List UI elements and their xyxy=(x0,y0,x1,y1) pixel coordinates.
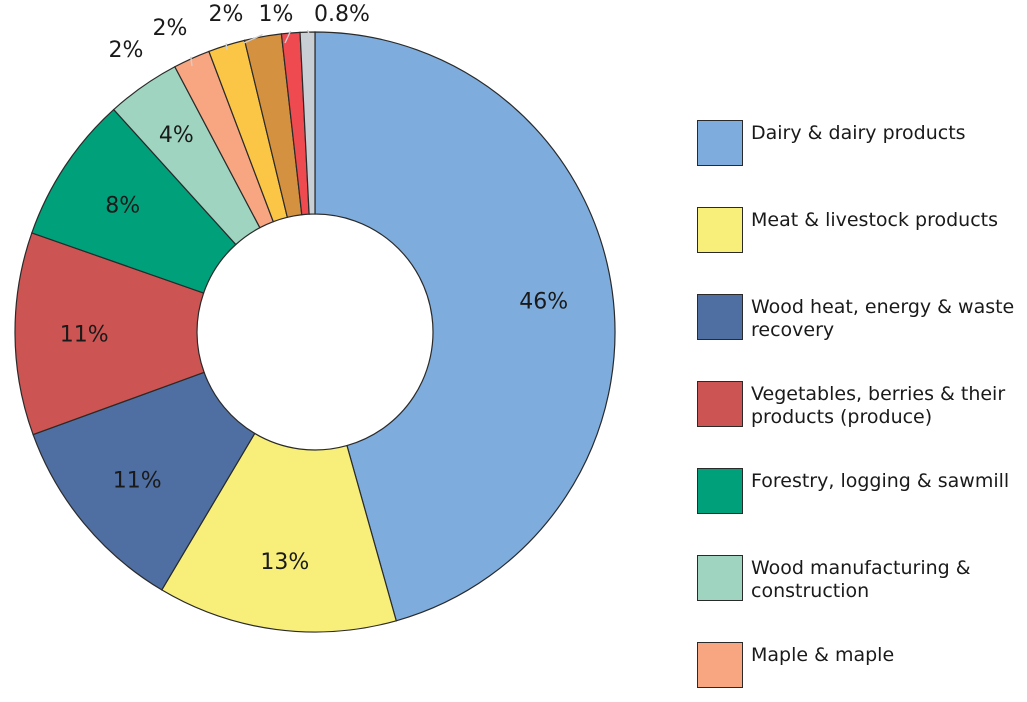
legend-item: Vegetables, berries & their products (pr… xyxy=(697,381,1027,441)
legend-swatch xyxy=(697,381,743,427)
legend-label: Forestry, logging & sawmill xyxy=(751,470,1010,492)
pie-slice-11 xyxy=(299,31,316,215)
donut-chart: 46% 13% 11% 11% 8% 4% 2% 2% 2% 1% 0.8% xyxy=(14,2,616,633)
legend-item: Forestry, logging & sawmill xyxy=(697,468,1027,528)
legend-swatch xyxy=(697,555,743,601)
data-label-7: 2% xyxy=(109,38,144,63)
data-label-10: 1% xyxy=(259,2,294,27)
legend-label: Wood manufacturing & construction xyxy=(751,557,971,602)
data-label-1: 46% xyxy=(519,289,568,314)
legend-swatch xyxy=(697,294,743,340)
legend-label: Wood heat, energy & waste recovery xyxy=(751,296,1015,341)
data-label-9: 2% xyxy=(209,2,244,27)
pie-slice-1 xyxy=(314,31,616,622)
legend-item: Meat & livestock products xyxy=(697,207,1027,267)
data-label-8: 2% xyxy=(153,16,188,41)
leader-line-7 xyxy=(190,56,193,67)
pie-slice-2 xyxy=(160,432,397,633)
legend-label: Dairy & dairy products xyxy=(751,122,966,144)
legend-item: Wood manufacturing & construction xyxy=(697,555,1027,615)
data-label-3: 11% xyxy=(113,468,162,493)
data-label-2: 13% xyxy=(260,550,309,575)
leader-line-11 xyxy=(306,29,314,44)
legend-label: Vegetables, berries & their products (pr… xyxy=(751,383,1006,428)
legend-item: Wood heat, energy & waste recovery xyxy=(697,294,1027,354)
data-label-11: 0.8% xyxy=(314,2,370,27)
leader-line-8 xyxy=(225,43,228,51)
legend-item: Dairy & dairy products xyxy=(697,120,1027,180)
data-label-6: 4% xyxy=(159,123,194,148)
legend-label: Meat & livestock products xyxy=(751,209,998,231)
leader-line-10 xyxy=(284,30,292,44)
data-label-5: 8% xyxy=(105,193,140,218)
leader-line-9 xyxy=(243,33,263,44)
legend-swatch xyxy=(697,120,743,166)
legend-swatch xyxy=(697,207,743,253)
pie-slice-3 xyxy=(32,371,256,591)
pie-slice-4 xyxy=(14,232,205,436)
legend-item: Maple & maple xyxy=(697,642,1027,702)
legend-swatch xyxy=(697,642,743,688)
legend-swatch xyxy=(697,468,743,514)
legend-label: Maple & maple xyxy=(751,644,895,666)
data-label-4: 11% xyxy=(60,322,109,347)
